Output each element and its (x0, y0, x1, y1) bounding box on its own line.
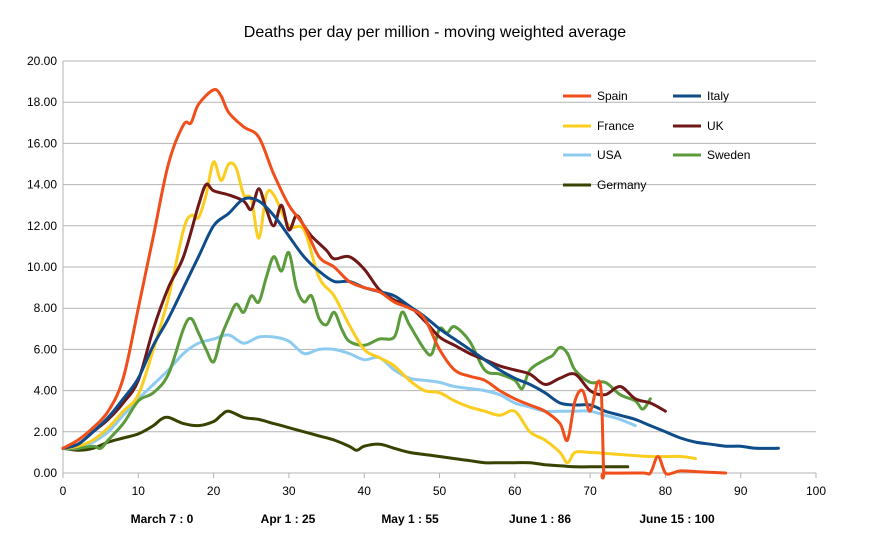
legend-label-sweden: Sweden (707, 148, 750, 162)
gridlines (63, 60, 816, 474)
y-tick-label: 2.00 (34, 425, 58, 439)
x-tick-label: 70 (583, 484, 597, 498)
legend: Spain Italy France UK USA Sweden Germany (563, 89, 750, 192)
legend-label-uk: UK (707, 119, 724, 133)
x-tick-label: 20 (207, 484, 221, 498)
date-annotation: March 7 : 0 (131, 512, 194, 526)
legend-label-spain: Spain (597, 89, 628, 103)
x-tick-label: 30 (282, 484, 296, 498)
series-line-uk (61, 182, 667, 450)
date-annotation: June 15 : 100 (639, 512, 715, 526)
x-tick-label: 0 (60, 484, 67, 498)
series-line-spain (61, 88, 728, 480)
y-tick-label: 4.00 (34, 384, 58, 398)
y-tick-label: 6.00 (34, 342, 58, 356)
y-tick-label: 12.00 (27, 219, 57, 233)
y-tick-label: 16.00 (27, 136, 57, 150)
x-tick-label: 60 (508, 484, 522, 498)
legend-label-italy: Italy (707, 89, 729, 103)
chart-title: Deaths per day per million - moving weig… (244, 24, 627, 41)
legend-label-france: France (597, 119, 635, 133)
series-line-france (61, 160, 697, 465)
y-axis-ticks: 0.00 2.00 4.00 6.00 8.00 10.00 12.00 14.00 16.00… (27, 54, 57, 480)
series-line-sweden (61, 251, 652, 450)
x-tick-label: 80 (659, 484, 673, 498)
date-annotation: May 1 : 55 (381, 512, 439, 526)
x-tick-label: 90 (734, 484, 748, 498)
y-tick-label: 10.00 (27, 260, 57, 274)
x-tick-label: 10 (132, 484, 146, 498)
date-annotation: Apr 1 : 25 (261, 512, 316, 526)
x-tick-label: 50 (433, 484, 447, 498)
x-axis-ticks: 0 10 20 30 40 50 60 70 80 90 100 (60, 473, 826, 498)
date-annotations: March 7 : 0 Apr 1 : 25 May 1 : 55 June 1 : … (131, 512, 715, 526)
legend-label-usa: USA (597, 148, 622, 162)
y-tick-label: 14.00 (27, 178, 57, 192)
x-tick-label: 100 (806, 484, 826, 498)
y-tick-label: 20.00 (27, 54, 57, 68)
series-lines (61, 88, 780, 480)
legend-label-germany: Germany (597, 178, 646, 192)
x-tick-label: 40 (358, 484, 372, 498)
date-annotation: June 1 : 86 (509, 512, 571, 526)
y-tick-label: 18.00 (27, 95, 57, 109)
series-line-germany (61, 409, 630, 469)
y-tick-label: 8.00 (34, 301, 58, 315)
y-tick-label: 0.00 (34, 466, 58, 480)
series-line-italy (61, 196, 780, 450)
